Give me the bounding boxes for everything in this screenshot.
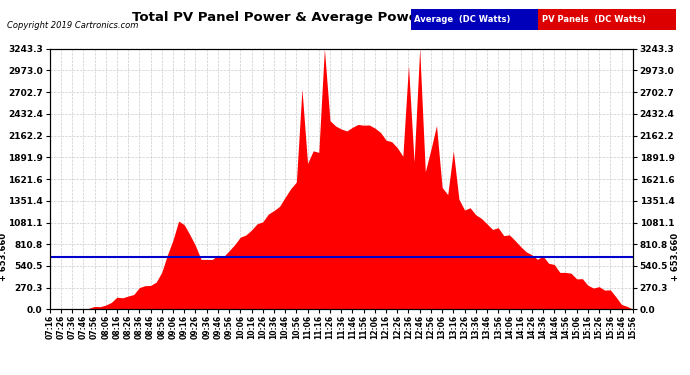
Text: + 653.660: + 653.660 [671,233,680,281]
Text: Average  (DC Watts): Average (DC Watts) [414,15,511,24]
Text: + 653.660: + 653.660 [0,233,8,281]
Text: Copyright 2019 Cartronics.com: Copyright 2019 Cartronics.com [7,21,138,30]
Text: PV Panels  (DC Watts): PV Panels (DC Watts) [542,15,646,24]
Text: Total PV Panel Power & Average Power Tue Dec 17 16:06: Total PV Panel Power & Average Power Tue… [132,11,558,24]
